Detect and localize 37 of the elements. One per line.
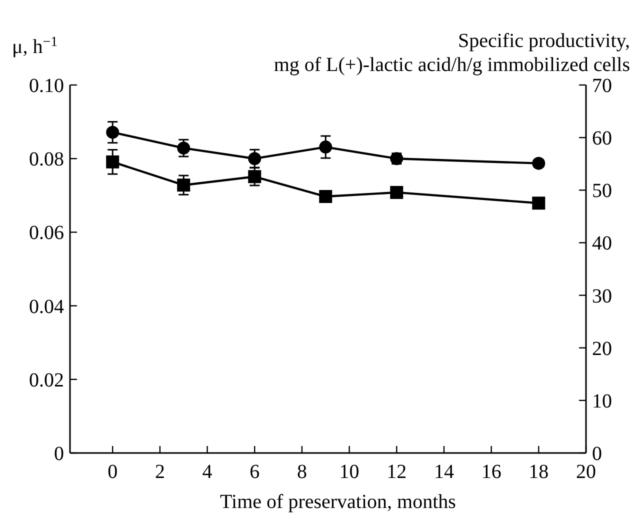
point	[106, 126, 120, 139]
y-tick-label: 0.10	[29, 75, 64, 97]
y2-tick-label: 10	[592, 390, 612, 412]
point	[532, 196, 546, 210]
point	[319, 190, 332, 204]
x-tick-label: 6	[250, 461, 260, 483]
y2-tick-label: 40	[592, 232, 612, 255]
y2-tick-label: 50	[592, 180, 612, 202]
y-tick-label: 0.08	[29, 148, 64, 171]
point	[248, 170, 262, 184]
x-tick-label: 16	[481, 461, 502, 483]
x-axis-title: Time of preservation, months	[220, 491, 456, 513]
point	[177, 142, 190, 155]
y2-axis-title: Specific productivity, mg of L(+)-lactic acid/h/g immobilized cells	[274, 30, 630, 76]
x-tick-label: 10	[339, 461, 360, 483]
y2-tick-label: 30	[592, 285, 612, 308]
y-tick-label: 0.06	[29, 222, 64, 244]
y-tick-label: 0.02	[29, 369, 64, 392]
point	[248, 152, 262, 166]
point	[177, 178, 190, 192]
x-tick-label: 8	[296, 461, 307, 483]
x-tick-label: 0	[108, 461, 118, 483]
point	[319, 140, 332, 154]
x-tick-label: 12	[386, 461, 407, 483]
y-axis-title: μ, h$^{−1}$	[12, 34, 58, 58]
x-tick-label: 4	[202, 461, 212, 483]
y2-tick-label: 20	[592, 338, 612, 360]
x-tick-label: 14	[434, 461, 454, 483]
y2-tick-label: 70	[592, 75, 612, 97]
x-tick-label: 18	[528, 461, 549, 483]
point	[106, 155, 120, 168]
point	[390, 186, 404, 199]
y-tick-label: 0	[54, 443, 64, 465]
y2-tick-label: 60	[592, 128, 612, 150]
y-tick-label: 0.04	[29, 296, 64, 318]
x-tick-label: 2	[154, 461, 165, 483]
point	[532, 156, 546, 170]
